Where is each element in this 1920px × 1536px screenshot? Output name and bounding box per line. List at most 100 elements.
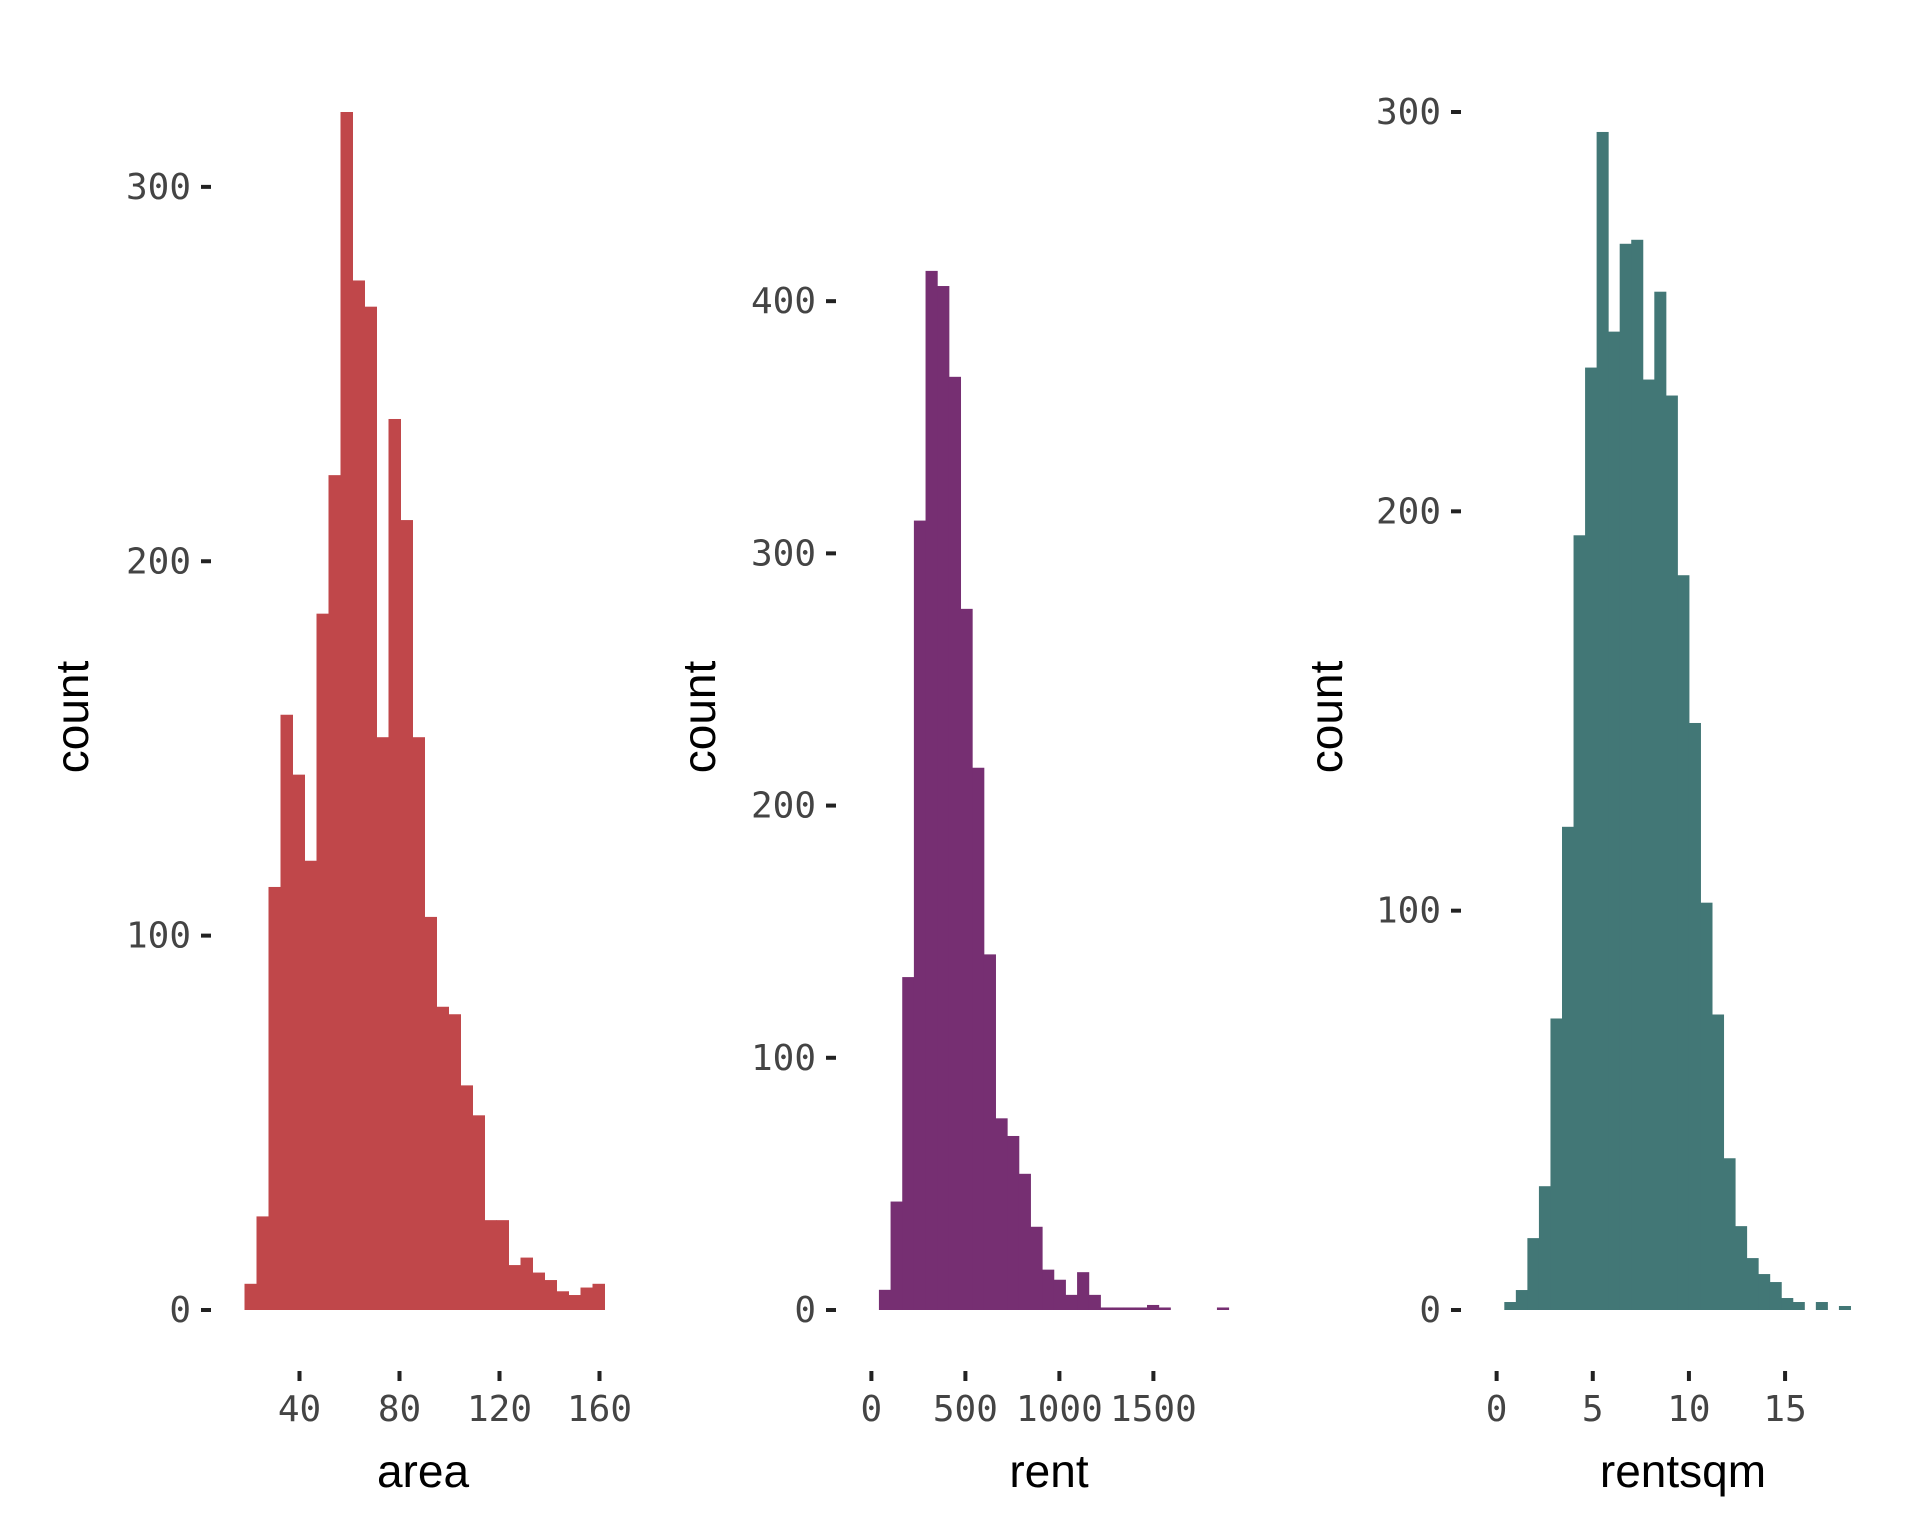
area-histogram-bar [352,280,365,1310]
area-histogram-bar [436,1006,449,1310]
area-histogram-bar [460,1085,473,1310]
rentsqm-histogram-bar [1527,1238,1540,1310]
rent-histogram-bar [1158,1307,1171,1310]
rentsqm-histogram-bar [1700,902,1713,1310]
area-y-tick-label: 100 [126,916,191,957]
rent-histogram-bar [960,608,973,1310]
rentsqm-x-tick-label: 5 [1582,1389,1604,1430]
area-histogram-bar [244,1283,257,1310]
rent-histogram-bar [1077,1272,1090,1310]
area-histogram-bar [256,1216,269,1310]
rent-x-tick-label: 1000 [1016,1389,1103,1430]
area-histogram-bar [508,1265,521,1310]
rentsqm-histogram-bar [1538,1186,1551,1310]
rentsqm-histogram-bar [1665,395,1678,1310]
rent-histogram-bar [1030,1226,1043,1310]
area-histogram-bar [580,1287,593,1310]
area-histogram-bar [448,1014,461,1310]
area-histogram-bar [544,1280,557,1310]
rentsqm-histogram-bar [1815,1302,1828,1310]
rent-x-tick-label: 1500 [1110,1389,1197,1430]
area-x-tick-label: 120 [467,1389,532,1430]
area-histogram-panel: area count 0 100 200 300 40 80 120 160 [46,112,632,1497]
area-histogram-bar [520,1257,533,1310]
area-histogram-bar [280,714,293,1310]
rentsqm-histogram-bar [1688,722,1701,1310]
rent-histogram-bar [1216,1307,1230,1310]
area-histogram-bar [568,1295,581,1310]
rentsqm-histogram-bar [1562,826,1575,1310]
rent-histogram-bar [1065,1294,1078,1310]
rentsqm-y-axis-title: count [1300,661,1352,774]
rentsqm-histogram-bar [1746,1258,1759,1310]
rent-x-axis-title: rent [1009,1445,1088,1497]
area-histogram-bar [532,1272,545,1310]
rentsqm-y-tick-label: 0 [1419,1290,1441,1331]
area-y-tick-label: 200 [126,541,191,582]
area-x-tick-label: 160 [567,1389,632,1430]
area-histogram-bar [424,916,437,1310]
area-histogram-bar [556,1291,569,1310]
rent-histogram-bar [890,1201,903,1310]
area-y-axis-title: count [46,661,98,774]
rent-x-tick-label: 0 [861,1389,883,1430]
rentsqm-histogram-panel: rentsqm count 0 100 200 300 0 5 10 15 [1300,92,1851,1497]
rentsqm-x-tick-label: 15 [1763,1389,1806,1430]
rent-histogram-bar [937,286,950,1310]
rent-histogram-bar [1053,1279,1066,1310]
rent-histogram-bar [902,977,915,1310]
rent-histogram-bar [1100,1307,1113,1310]
area-histogram-bar [496,1220,509,1310]
area-histogram-bar [472,1115,485,1310]
rent-histogram-bar [1147,1304,1160,1310]
rent-y-tick-label: 0 [794,1290,816,1331]
area-histogram-bar [328,475,341,1310]
rent-x-tick-label: 500 [933,1389,998,1430]
rentsqm-histogram-bar [1596,131,1609,1310]
area-histogram-bar [376,737,389,1310]
area-histogram-bar [388,418,401,1310]
area-histogram-bar [316,613,329,1310]
rentsqm-histogram-bar [1769,1282,1782,1310]
rentsqm-histogram-bar [1585,367,1598,1310]
rentsqm-histogram-bar [1735,1226,1748,1310]
area-x-tick-label: 40 [278,1389,321,1430]
rentsqm-histogram-bar [1550,1018,1563,1310]
area-histogram-bar [592,1283,605,1310]
rent-y-tick-label: 400 [751,281,816,322]
rentsqm-y-tick-label: 100 [1376,891,1441,932]
rent-histogram-bar [1018,1173,1031,1310]
rentsqm-y-tick-label: 200 [1376,491,1441,532]
area-x-axis-title: area [377,1445,469,1497]
rent-histogram-bar [1123,1307,1136,1310]
rentsqm-x-axis-title: rentsqm [1600,1445,1766,1497]
area-histogram-bar [268,886,281,1310]
rentsqm-histogram-bar [1677,575,1690,1310]
rent-histogram-bar [1112,1307,1125,1310]
rentsqm-x-tick-label: 0 [1486,1389,1508,1430]
rent-y-tick-label: 300 [751,533,816,574]
rentsqm-x-tick-label: 10 [1667,1389,1710,1430]
rent-y-tick-label: 100 [751,1038,816,1079]
rent-histogram-bar [1135,1307,1148,1310]
area-histogram-bar [400,520,413,1310]
rent-histogram-bar [972,767,985,1310]
rentsqm-histogram-bar [1838,1306,1851,1310]
area-histogram-bar [412,737,425,1310]
rent-histogram-bar [1088,1294,1101,1310]
area-histogram-bar [304,860,317,1310]
rent-histogram-panel: rent count 0 100 200 300 400 0 500 1000 1500 [673,270,1230,1497]
area-histogram-bar [364,306,377,1310]
rent-y-axis-title: count [673,661,725,774]
rentsqm-histogram-bar [1758,1274,1771,1310]
rent-histogram-bar [925,270,938,1311]
rentsqm-histogram-bar [1723,1158,1736,1310]
rentsqm-histogram-bar [1515,1290,1528,1310]
rentsqm-histogram-bar [1631,239,1644,1311]
rentsqm-histogram-bar [1504,1302,1517,1310]
area-y-tick-label: 0 [169,1290,191,1331]
rentsqm-histogram-bar [1642,379,1655,1310]
rent-histogram-bar [1007,1135,1020,1310]
rentsqm-histogram-bar [1608,331,1621,1311]
rent-histogram-bar [983,954,996,1310]
